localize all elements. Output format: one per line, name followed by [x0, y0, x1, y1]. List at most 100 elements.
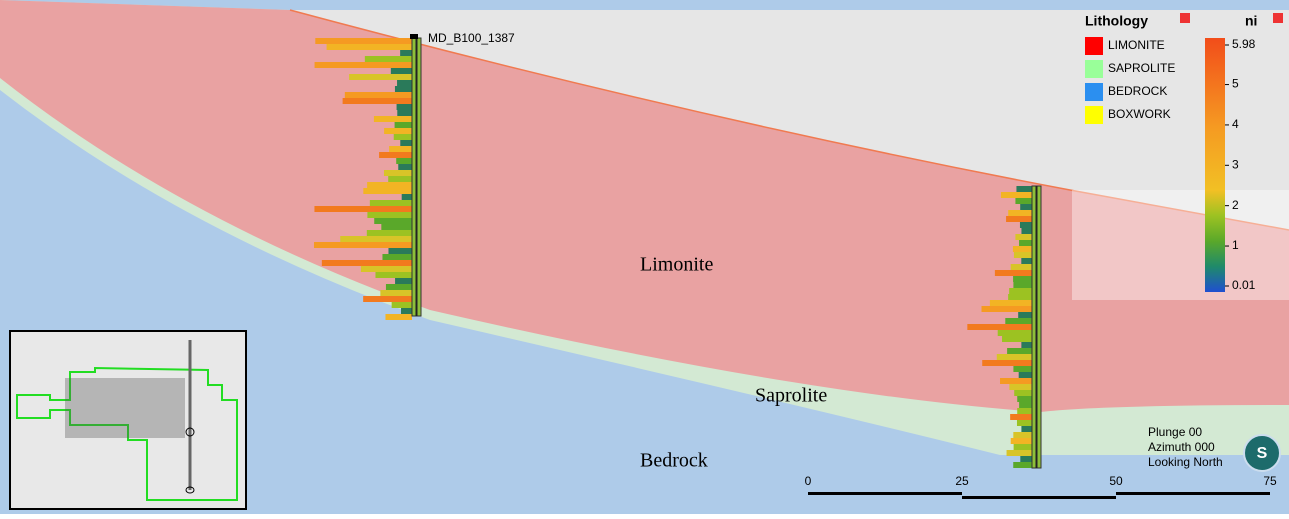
ni-bar: [1000, 378, 1032, 384]
ni-bar: [1018, 312, 1032, 318]
legend-swatch: [1085, 60, 1103, 78]
ni-bar: [395, 122, 412, 128]
ni-bar: [1021, 258, 1032, 264]
ni-bar: [365, 56, 412, 62]
ni-bar: [381, 224, 412, 230]
ni-bar: [1013, 462, 1032, 468]
colorbar-label: 2: [1232, 198, 1239, 212]
close-button[interactable]: [1273, 13, 1283, 23]
ni-bar: [967, 324, 1032, 330]
ni-bar: [315, 38, 412, 44]
ni-bar: [1021, 426, 1032, 432]
ni-bar: [1008, 210, 1032, 216]
colorbar-label: 4: [1232, 117, 1239, 131]
collar: [410, 34, 418, 39]
ni-bar: [374, 218, 412, 224]
ni-bar: [1017, 408, 1032, 414]
scale-segment: [1116, 492, 1270, 495]
colorbar: [1205, 38, 1225, 292]
ni-bar: [391, 68, 412, 74]
colorbar-label: 0.01: [1232, 278, 1256, 292]
ni-bar: [997, 354, 1032, 360]
ni-bar: [1007, 450, 1032, 456]
scale-label: 0: [805, 474, 812, 488]
hole-label: MD_B100_1387: [428, 31, 515, 45]
view-info: Plunge 00: [1148, 425, 1202, 439]
ni-bar: [982, 360, 1032, 366]
legend-swatch: [1085, 106, 1103, 124]
view-info: Looking North: [1148, 455, 1223, 469]
ni-bar: [1019, 372, 1032, 378]
ni-bar: [388, 248, 412, 254]
ni-bar: [380, 290, 412, 296]
legend-label: BEDROCK: [1108, 84, 1167, 98]
ni-bar: [1017, 396, 1032, 402]
ni-bar: [1021, 228, 1032, 234]
ni-bar: [1016, 186, 1032, 192]
ni-bar: [1013, 432, 1032, 438]
ni-bar: [400, 50, 412, 56]
ni-bar: [1009, 384, 1032, 390]
scale-label: 25: [955, 474, 969, 488]
ni-bar: [361, 266, 412, 272]
colorbar-title: ni: [1245, 13, 1257, 29]
ni-bar: [1009, 288, 1032, 294]
overlay: [1072, 190, 1289, 300]
ni-bar: [1014, 444, 1032, 450]
ni-bar: [1020, 222, 1032, 228]
ni-bar: [402, 194, 412, 200]
legend-swatch: [1085, 37, 1103, 55]
legend-title: Lithology: [1085, 13, 1148, 29]
ni-bar: [1005, 318, 1032, 324]
ni-bar: [400, 140, 412, 146]
ni-bar: [1013, 246, 1032, 252]
unit-label: Limonite: [640, 254, 713, 276]
ni-bar: [367, 182, 412, 188]
ni-bar: [388, 176, 412, 182]
ni-bar: [1006, 216, 1032, 222]
ni-bar: [1020, 204, 1032, 210]
colorbar-label: 5: [1232, 77, 1239, 91]
ni-bar: [990, 300, 1032, 306]
close-button[interactable]: [1180, 13, 1190, 23]
ni-bar: [998, 330, 1032, 336]
ni-bar: [1013, 282, 1032, 288]
ni-bar: [314, 242, 412, 248]
ni-bar: [1020, 456, 1032, 462]
ni-bar: [386, 284, 412, 290]
ni-bar: [382, 254, 412, 260]
ni-bar: [345, 92, 412, 98]
ni-bar: [395, 86, 412, 92]
legend-label: LIMONITE: [1108, 38, 1165, 52]
ni-bar: [1015, 198, 1032, 204]
ni-bar: [982, 306, 1032, 312]
scale-segment: [962, 496, 1116, 499]
ni-bar: [1013, 366, 1032, 372]
unit-label: Saprolite: [755, 385, 827, 407]
colorbar-label: 1: [1232, 238, 1239, 252]
ni-bar: [995, 270, 1032, 276]
colorbar-label: 3: [1232, 157, 1239, 171]
ni-bar: [1011, 438, 1032, 444]
scale-label: 50: [1109, 474, 1123, 488]
colorbar-label: 5.98: [1232, 37, 1256, 51]
ni-bar: [389, 146, 412, 152]
ni-bar: [1002, 336, 1032, 342]
ni-bar: [379, 152, 412, 158]
ni-bar: [1013, 276, 1032, 282]
ni-bar: [314, 206, 412, 212]
ni-bar: [375, 272, 412, 278]
ni-bar: [1008, 294, 1032, 300]
ni-bar: [327, 44, 412, 50]
ni-bar: [394, 134, 412, 140]
ni-bar: [315, 62, 412, 68]
ni-bar: [384, 170, 412, 176]
ni-bar: [397, 80, 412, 86]
ni-bar: [367, 230, 412, 236]
ni-bar: [1017, 420, 1032, 426]
ni-bar: [1007, 348, 1032, 354]
ni-bar: [1019, 240, 1032, 246]
scale-label: 75: [1263, 474, 1277, 488]
ni-bar: [363, 188, 412, 194]
ni-bar: [397, 110, 412, 116]
